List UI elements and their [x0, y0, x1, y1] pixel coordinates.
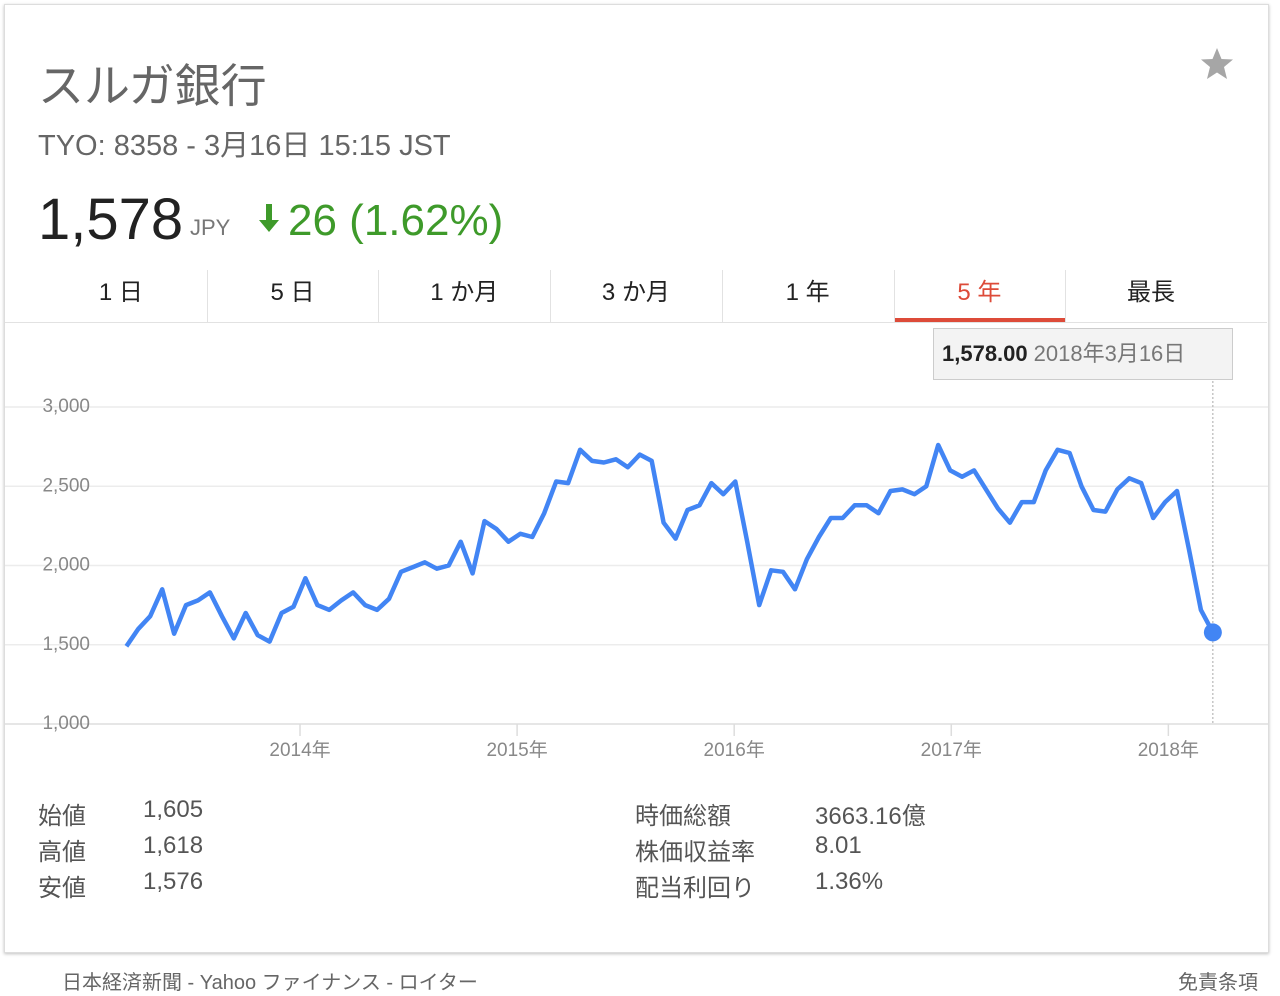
- range-tab[interactable]: 1 か月: [430, 279, 499, 306]
- stat-value: 1,605: [143, 796, 204, 823]
- range-tab[interactable]: 5 年: [893, 270, 1066, 322]
- ticker-line: TYO: 8358 - 3月16日 15:15 JST: [38, 130, 451, 162]
- tab-separator: [1065, 270, 1067, 322]
- stat-value: 8.01: [815, 832, 862, 859]
- stat-value: 3663.16億: [815, 803, 926, 830]
- star-button[interactable]: [1199, 46, 1235, 82]
- range-tab[interactable]: 5 日: [270, 279, 315, 306]
- price-change: 26 (1.62%): [288, 196, 504, 245]
- tab-separator: [206, 270, 208, 322]
- stock-name: スルガ銀行: [38, 60, 267, 112]
- stat-label: 始値: [38, 803, 86, 830]
- range-tab[interactable]: 最長: [1127, 279, 1176, 306]
- tab-separator: [378, 270, 380, 322]
- tooltip: 1,578.00 2018年3月16日: [933, 328, 1233, 380]
- stat-label: 配当利回り: [635, 875, 755, 902]
- tooltip-value: 1,578.00: [942, 341, 1028, 366]
- stat-value: 1,618: [143, 832, 204, 859]
- tooltip-date: 2018年3月16日: [1033, 341, 1186, 366]
- down-arrow: [259, 204, 279, 232]
- stat-label: 時価総額: [635, 803, 731, 830]
- stat-value: 1.36%: [815, 868, 884, 895]
- range-tab[interactable]: 1 日: [98, 279, 143, 306]
- stat-label: 安値: [38, 875, 86, 902]
- currency: JPY: [190, 215, 231, 240]
- price: 1,578: [38, 187, 184, 252]
- sources[interactable]: 日本経済新聞 - Yahoo ファイナンス - ロイター: [62, 972, 478, 994]
- tab-separator: [550, 270, 552, 322]
- range-tab[interactable]: 3 か月: [601, 279, 670, 306]
- tab-separator: [893, 270, 895, 322]
- stat-label: 株価収益率: [635, 839, 755, 866]
- tab-divider: [5, 322, 1267, 323]
- disclaimer[interactable]: 免責条項: [1178, 972, 1258, 994]
- tab-separator: [721, 270, 723, 322]
- stat-label: 高値: [38, 839, 86, 866]
- range-tab[interactable]: 1 年: [785, 279, 830, 306]
- stat-value: 1,576: [143, 868, 204, 895]
- card: [4, 4, 1269, 953]
